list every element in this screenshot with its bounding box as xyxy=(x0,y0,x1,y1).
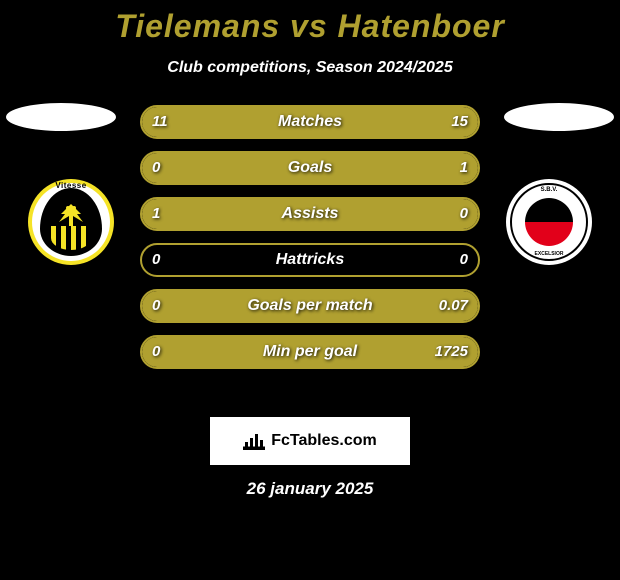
page-title: Tielemans vs Hatenboer xyxy=(0,0,620,45)
stat-value-right: 1725 xyxy=(435,335,468,369)
date-label: 26 january 2025 xyxy=(0,479,620,499)
team-logo-left: Vitesse xyxy=(28,179,114,265)
brand-badge[interactable]: FcTables.com xyxy=(210,417,410,465)
stat-row: Goals0 1 xyxy=(140,151,480,185)
stats-bars: Matches1115Goals01Assists10Hattricks00Go… xyxy=(140,105,480,381)
subtitle: Club competitions, Season 2024/2025 xyxy=(0,59,620,77)
stat-value-left: 0 xyxy=(152,151,160,185)
stat-label: Matches xyxy=(140,105,480,139)
content-area: Vitesse S.B.V. EXCELSIOR Matches1115Goal… xyxy=(0,105,620,405)
brand-label: FcTables.com xyxy=(271,432,377,450)
stat-row: Matches11 15 xyxy=(140,105,480,139)
stat-value-left: 0 xyxy=(152,243,160,277)
team-logo-right: S.B.V. EXCELSIOR xyxy=(506,179,592,265)
excelsior-top-text: S.B.V. xyxy=(512,187,586,193)
excelsior-logo-icon: S.B.V. EXCELSIOR xyxy=(510,183,588,261)
comparison-card: Tielemans vs Hatenboer Club competitions… xyxy=(0,0,620,580)
stat-value-left: 0 xyxy=(152,335,160,369)
excelsior-bottom-text: EXCELSIOR xyxy=(512,251,586,257)
stat-label: Assists xyxy=(140,197,480,231)
stat-value-right: 0 xyxy=(460,243,468,277)
bar-chart-icon xyxy=(243,432,265,450)
stat-row: Hattricks0 0 xyxy=(140,243,480,277)
stat-value-right: 0.07 xyxy=(439,289,468,323)
stat-label: Goals per match xyxy=(140,289,480,323)
stat-value-left: 0 xyxy=(152,289,160,323)
stat-row: Assists1 0 xyxy=(140,197,480,231)
stat-value-left: 11 xyxy=(152,105,168,139)
stat-label: Min per goal xyxy=(140,335,480,369)
stat-row: Goals per match0 0.07 xyxy=(140,289,480,323)
stat-row: Min per goal0 1725 xyxy=(140,335,480,369)
avatar-placeholder-right xyxy=(504,103,614,131)
stat-value-left: 1 xyxy=(152,197,160,231)
stat-value-right: 0 xyxy=(460,197,468,231)
stat-value-right: 15 xyxy=(451,105,468,139)
vitesse-logo-icon: Vitesse xyxy=(32,183,110,261)
stat-value-right: 1 xyxy=(460,151,468,185)
stat-label: Goals xyxy=(140,151,480,185)
avatar-placeholder-left xyxy=(6,103,116,131)
stat-label: Hattricks xyxy=(140,243,480,277)
